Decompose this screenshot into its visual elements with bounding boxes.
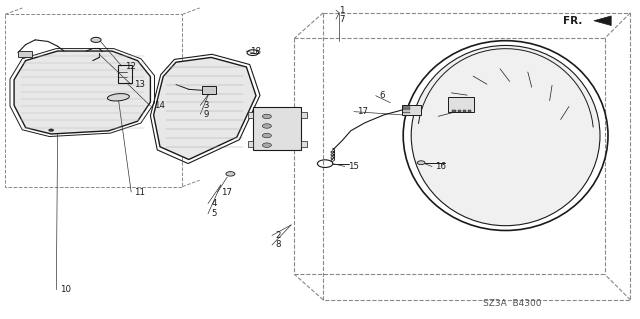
Text: 2: 2: [275, 231, 281, 240]
Text: 12: 12: [125, 62, 136, 70]
Bar: [301, 112, 307, 118]
Text: 10: 10: [60, 285, 70, 294]
Bar: [248, 112, 253, 118]
Text: 15: 15: [348, 162, 359, 171]
Text: 5: 5: [211, 209, 217, 218]
Ellipse shape: [108, 93, 129, 101]
Text: 7: 7: [339, 15, 345, 24]
Text: 9: 9: [204, 110, 209, 119]
Polygon shape: [14, 51, 150, 134]
Circle shape: [262, 114, 271, 119]
Bar: [468, 110, 471, 112]
Circle shape: [262, 133, 271, 138]
Circle shape: [226, 172, 235, 176]
Text: 3: 3: [204, 101, 209, 110]
Text: 8: 8: [275, 241, 281, 249]
Bar: [248, 141, 253, 147]
Bar: [402, 105, 421, 115]
Circle shape: [417, 161, 425, 165]
Text: 11: 11: [134, 188, 145, 197]
Text: 14: 14: [154, 101, 164, 110]
Bar: [301, 141, 307, 147]
Bar: [118, 65, 132, 83]
Text: SZ3A  B4300: SZ3A B4300: [483, 299, 541, 308]
Bar: [403, 112, 410, 113]
Bar: [18, 51, 32, 57]
Text: 4: 4: [211, 199, 217, 208]
Bar: [403, 108, 410, 110]
Bar: [403, 106, 410, 108]
Polygon shape: [154, 57, 256, 160]
Ellipse shape: [412, 46, 600, 226]
Bar: [463, 110, 466, 112]
Circle shape: [49, 129, 54, 131]
Bar: [452, 110, 456, 112]
Circle shape: [262, 143, 271, 147]
Text: 1: 1: [339, 6, 345, 15]
Text: 17: 17: [357, 107, 368, 116]
Text: 18: 18: [250, 47, 260, 56]
Text: 6: 6: [379, 91, 385, 100]
Bar: [458, 110, 461, 112]
Text: 13: 13: [134, 80, 145, 89]
Bar: [448, 97, 474, 112]
Bar: [253, 107, 301, 150]
Text: 16: 16: [435, 162, 446, 171]
Circle shape: [91, 37, 101, 42]
Circle shape: [262, 124, 271, 128]
Text: FR.: FR.: [563, 16, 582, 26]
Polygon shape: [594, 16, 611, 26]
Text: 17: 17: [221, 188, 232, 197]
Bar: [202, 86, 216, 94]
